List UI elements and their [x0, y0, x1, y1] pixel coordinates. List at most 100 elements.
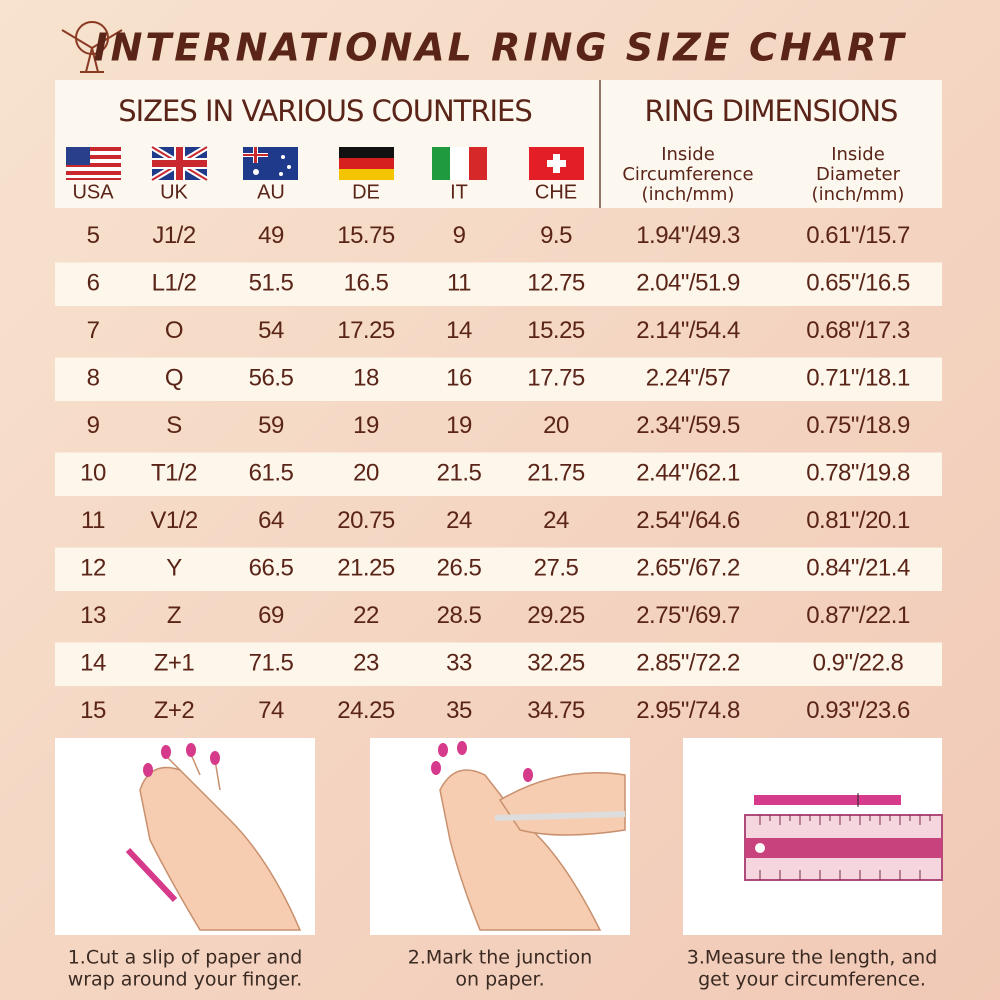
step-caption: 2.Mark the junction: [408, 947, 592, 969]
cell: 14: [446, 317, 472, 344]
cell: L1/2: [152, 270, 197, 297]
cell: 12.75: [527, 270, 585, 297]
cell: 61.5: [249, 460, 294, 487]
cell: 16: [446, 365, 472, 392]
title: INTERNATIONAL RING SIZE CHART: [93, 26, 906, 70]
cell: 9.5: [540, 222, 572, 249]
cell: 13: [80, 602, 106, 629]
cell: 0.68"/17.3: [806, 317, 910, 344]
cell: 24.25: [337, 697, 395, 724]
step-caption: on paper.: [455, 969, 544, 991]
cell: 9: [453, 222, 466, 249]
cell: 32.25: [527, 650, 585, 677]
step-caption: wrap around your finger.: [68, 969, 303, 991]
column-header: Circumference: [622, 164, 753, 185]
cell: 0.61"/15.7: [806, 222, 910, 249]
cell: 2.54"/64.6: [636, 507, 740, 534]
cell: 23: [353, 650, 379, 677]
column-header: AU: [257, 181, 285, 203]
cell: 33: [446, 650, 472, 677]
cell: 15: [80, 697, 106, 724]
cell: 26.5: [437, 555, 482, 582]
cell: 69: [258, 602, 284, 629]
cell: 0.81"/20.1: [806, 507, 910, 534]
step-caption: get your circumference.: [698, 969, 926, 991]
cell: 20: [353, 460, 379, 487]
step-caption: 3.Measure the length, and: [687, 947, 938, 969]
cell: 2.95"/74.8: [636, 697, 740, 724]
paper-strip: [125, 847, 178, 903]
logo: [61, 21, 123, 73]
cell: O: [165, 317, 183, 344]
column-header: CHE: [535, 181, 577, 203]
row-band: [55, 357, 942, 401]
cell: 0.71"/18.1: [806, 365, 910, 392]
cell: 15.25: [527, 317, 585, 344]
cell: 21.5: [437, 460, 482, 487]
cell: 20: [543, 412, 569, 439]
row-band: [55, 262, 942, 306]
cell: 16.5: [344, 270, 389, 297]
cell: 0.84"/21.4: [806, 555, 910, 582]
cell: 2.04"/51.9: [636, 270, 740, 297]
cell: 0.87"/22.1: [806, 602, 910, 629]
cell: 17.75: [527, 365, 585, 392]
cell: 1.94"/49.3: [636, 222, 740, 249]
column-header: Diameter: [816, 164, 901, 185]
column-header: IT: [450, 181, 468, 203]
cell: 29.25: [527, 602, 585, 629]
column-header: Inside: [661, 144, 715, 165]
cell: 10: [80, 460, 106, 487]
cell: 2.14"/54.4: [636, 317, 740, 344]
cell: 64: [258, 507, 284, 534]
cell: 12: [80, 555, 106, 582]
cell: 21.25: [337, 555, 395, 582]
cell: 0.78"/19.8: [806, 460, 910, 487]
column-header: (inch/mm): [642, 184, 735, 205]
flags: [66, 144, 584, 183]
column-header: USA: [72, 181, 114, 203]
cell: 14: [80, 650, 106, 677]
cell: 20.75: [337, 507, 395, 534]
cell: 18: [353, 365, 379, 392]
cell: Z+1: [154, 650, 195, 677]
column-header: (inch/mm): [812, 184, 905, 205]
cell: J1/2: [152, 222, 196, 249]
column-header: Inside: [831, 144, 885, 165]
row-band: [55, 642, 942, 686]
step-caption: 1.Cut a slip of paper and: [68, 947, 303, 969]
cell: 11: [447, 270, 471, 297]
cell: Z: [167, 602, 181, 629]
cell: Y: [166, 555, 182, 582]
cell: S: [166, 412, 182, 439]
cell: 21.75: [527, 460, 585, 487]
cell: T1/2: [151, 460, 197, 487]
cell: 54: [258, 317, 284, 344]
cell: 7: [87, 317, 100, 344]
cell: 2.85"/72.2: [636, 650, 740, 677]
cell: 2.24"/57: [646, 365, 731, 392]
cell: 66.5: [249, 555, 294, 582]
cell: 24: [543, 507, 569, 534]
cell: 6: [87, 270, 100, 297]
cell: 51.5: [249, 270, 294, 297]
cell: 19: [446, 412, 472, 439]
cell: 24: [446, 507, 472, 534]
cell: 49: [258, 222, 284, 249]
cell: 19: [353, 412, 379, 439]
column-header: UK: [160, 181, 188, 203]
cell: 8: [87, 365, 100, 392]
cell: 28.5: [437, 602, 482, 629]
cell: 22: [353, 602, 379, 629]
cell: 5: [87, 222, 100, 249]
cell: 2.65"/67.2: [636, 555, 740, 582]
cell: 15.75: [337, 222, 395, 249]
cell: 2.75"/69.7: [636, 602, 740, 629]
cell: 0.93"/23.6: [806, 697, 910, 724]
cell: 2.44"/62.1: [636, 460, 740, 487]
group-header: SIZES IN VARIOUS COUNTRIES: [118, 94, 532, 128]
cell: Q: [165, 365, 183, 392]
cell: V1/2: [150, 507, 198, 534]
cell: 17.25: [337, 317, 395, 344]
